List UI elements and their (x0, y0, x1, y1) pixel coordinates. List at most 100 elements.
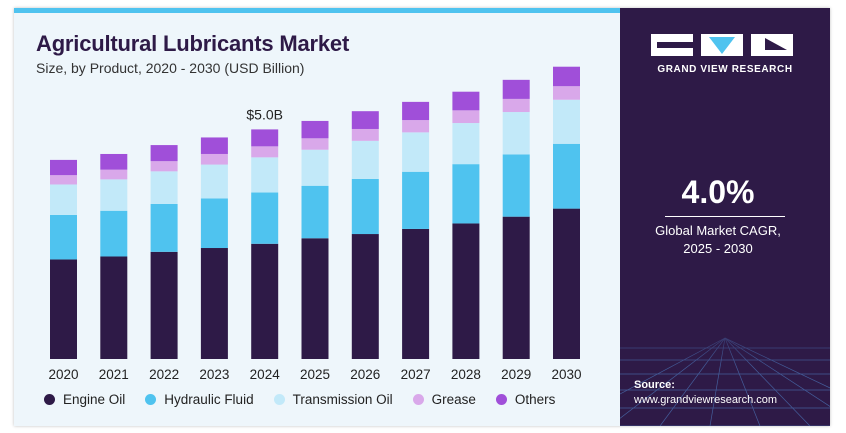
bar-segment-engine-oil-2020 (50, 259, 77, 359)
x-tick-label: 2026 (350, 367, 380, 382)
bar-segment-engine-oil-2024 (251, 243, 279, 359)
bar-segment-engine-oil-2026 (351, 234, 379, 359)
bar-segment-hydraulic-fluid-2021 (100, 210, 128, 257)
bar-segment-grease-2025 (301, 138, 329, 150)
bar-segment-others-2023 (200, 137, 228, 154)
bar-segment-transmission-oil-2023 (200, 164, 228, 199)
bar-segment-others-2025 (301, 120, 329, 139)
source-url[interactable]: www.grandviewresearch.com (634, 394, 778, 406)
decorative-grid-graphic (620, 308, 830, 426)
legend-label: Engine Oil (63, 392, 126, 407)
bar-segment-transmission-oil-2029 (502, 112, 530, 155)
bar-segment-grease-2022 (150, 161, 178, 172)
chart-subtitle: Size, by Product, 2020 - 2030 (USD Billi… (36, 60, 305, 76)
bar-segment-hydraulic-fluid-2028 (452, 164, 480, 224)
x-tick-label: 2024 (250, 367, 281, 382)
legend-item-engine-oil: Engine Oil (44, 392, 125, 407)
cagr-label-line2: 2025 - 2030 (683, 241, 753, 256)
legend-swatch (495, 394, 507, 405)
grand-view-research-logo (651, 34, 793, 56)
bar-segment-engine-oil-2021 (100, 256, 128, 359)
legend-swatch (145, 394, 157, 405)
cagr-label: Global Market CAGR, 2025 - 2030 (620, 222, 816, 258)
bar-segment-others-2021 (100, 153, 128, 170)
legend-swatch (412, 394, 424, 405)
bar-segment-engine-oil-2027 (402, 228, 430, 359)
legend-item-hydraulic-fluid: Hydraulic Fluid (145, 392, 254, 407)
bar-segment-grease-2027 (402, 120, 430, 133)
legend-label: Others (514, 392, 556, 407)
source-label: Source: (634, 379, 675, 391)
bar-segment-grease-2023 (200, 153, 228, 165)
bar-segment-grease-2030 (553, 86, 580, 100)
legend-label: Grease (431, 392, 476, 407)
x-tick-label: 2020 (48, 367, 78, 382)
bar-segment-hydraulic-fluid-2022 (150, 203, 178, 252)
legend-label: Hydraulic Fluid (164, 392, 254, 407)
divider (665, 216, 785, 217)
legend-item-others: Others (495, 392, 556, 407)
bar-segment-engine-oil-2023 (200, 248, 228, 359)
cagr-value: 4.0% (681, 174, 755, 210)
bar-segment-transmission-oil-2021 (100, 179, 128, 211)
bar-segment-transmission-oil-2026 (351, 140, 379, 179)
bar-segment-others-2020 (50, 159, 77, 176)
accent-bar (14, 8, 620, 13)
bar-segment-engine-oil-2028 (452, 223, 480, 359)
x-tick-label: 2029 (501, 367, 531, 382)
legend-swatch (44, 394, 55, 405)
x-tick-label: 2022 (149, 367, 179, 382)
bar-segment-transmission-oil-2025 (301, 149, 329, 186)
bar-segment-others-2027 (402, 101, 430, 121)
bar-segment-engine-oil-2030 (553, 208, 580, 359)
x-tick-label: 2028 (451, 367, 481, 382)
legend-label: Transmission Oil (292, 392, 393, 407)
bar-segment-hydraulic-fluid-2025 (301, 185, 329, 239)
legend-swatch (273, 394, 285, 405)
bar-segment-hydraulic-fluid-2024 (251, 192, 279, 244)
bar-segment-grease-2029 (502, 98, 530, 113)
bar-segment-others-2022 (150, 145, 178, 162)
x-tick-label: 2030 (551, 367, 581, 382)
bar-segment-transmission-oil-2028 (452, 123, 480, 165)
bar-segment-grease-2026 (351, 128, 379, 141)
bar-segment-hydraulic-fluid-2026 (351, 178, 379, 235)
bar-segment-others-2026 (351, 111, 379, 129)
legend-item-grease: Grease (412, 392, 476, 407)
brand-name: GRAND VIEW RESEARCH (657, 64, 793, 75)
x-tick-label: 2021 (99, 367, 129, 382)
data-label-total: $5.0B (246, 106, 283, 122)
source-block: Source: www.grandviewresearch.com (634, 378, 777, 408)
bar-segment-transmission-oil-2027 (402, 132, 430, 172)
bar-segment-others-2028 (452, 91, 480, 111)
bar-segment-engine-oil-2029 (502, 216, 530, 359)
chart-legend: Engine Oil Hydraulic Fluid Transmission … (44, 392, 555, 407)
bar-segment-grease-2028 (452, 110, 480, 124)
bar-segment-transmission-oil-2030 (553, 99, 580, 144)
bar-segment-transmission-oil-2020 (50, 184, 77, 215)
bar-segment-hydraulic-fluid-2023 (200, 198, 228, 249)
bar-segment-engine-oil-2025 (301, 238, 329, 359)
bar-segment-others-2024 (251, 129, 279, 147)
bar-segment-others-2029 (502, 79, 530, 99)
bar-segment-others-2030 (553, 66, 580, 87)
stacked-bar-chart: 2020 2021 2022 2023 2024 2025 2026 2027 2028 2029… (48, 66, 582, 382)
bar-segment-transmission-oil-2024 (251, 157, 279, 193)
bar-segment-hydraulic-fluid-2029 (502, 154, 530, 217)
bar-segment-engine-oil-2022 (150, 251, 178, 359)
infographic-card: Agricultural Lubricants Market Size, by … (14, 8, 830, 426)
legend-item-transmission-oil: Transmission Oil (273, 392, 393, 407)
x-tick-label: 2023 (199, 367, 229, 382)
cagr-label-line1: Global Market CAGR, (655, 223, 781, 238)
bar-segment-transmission-oil-2022 (150, 171, 178, 204)
chart-title: Agricultural Lubricants Market (36, 31, 350, 56)
summary-panel: GRAND VIEW RESEARCH 4.0% Global Market C… (620, 8, 830, 426)
bar-segment-hydraulic-fluid-2027 (402, 171, 430, 229)
bar-segment-grease-2024 (251, 146, 279, 158)
x-tick-label: 2025 (300, 367, 330, 382)
bar-segment-grease-2020 (50, 175, 77, 185)
x-tick-label: 2027 (401, 367, 431, 382)
bar-segment-hydraulic-fluid-2020 (50, 214, 77, 260)
bar-segment-hydraulic-fluid-2030 (553, 143, 580, 209)
bar-segment-grease-2021 (100, 169, 128, 180)
